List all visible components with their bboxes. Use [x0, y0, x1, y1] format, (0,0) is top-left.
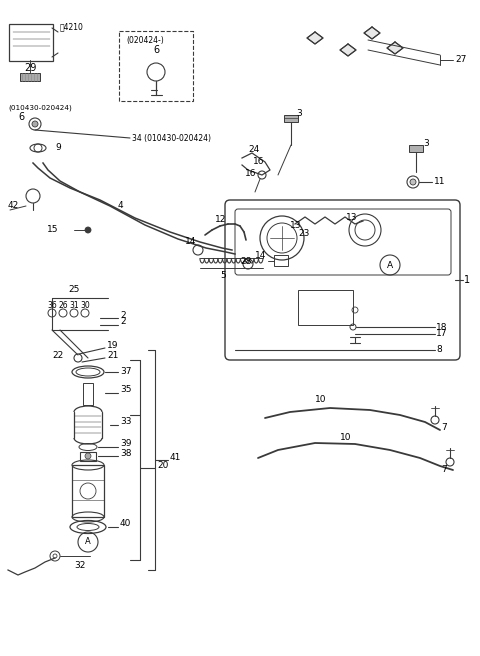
Text: A: A: [85, 537, 91, 546]
Text: 14: 14: [255, 251, 266, 260]
Bar: [274, 255, 288, 266]
Text: 15: 15: [47, 226, 58, 234]
Polygon shape: [307, 32, 323, 44]
Text: 6: 6: [18, 112, 24, 122]
Text: 21: 21: [107, 350, 119, 359]
Text: (020424-): (020424-): [126, 35, 164, 45]
Text: 35: 35: [120, 386, 132, 394]
Bar: [409, 145, 423, 152]
Text: ⌒4210: ⌒4210: [60, 22, 84, 31]
Polygon shape: [387, 42, 403, 54]
Text: 31: 31: [69, 300, 79, 310]
Text: 41: 41: [170, 453, 181, 462]
Text: 18: 18: [436, 323, 447, 331]
Circle shape: [32, 121, 38, 127]
Text: 29: 29: [24, 63, 36, 73]
Text: 14: 14: [185, 237, 196, 247]
Bar: [20, 73, 40, 81]
Text: 7: 7: [441, 424, 447, 432]
Text: 19: 19: [107, 340, 119, 350]
Text: 7: 7: [441, 466, 447, 474]
Text: 3: 3: [296, 108, 302, 117]
Text: 17: 17: [436, 329, 447, 338]
Bar: [80, 452, 96, 461]
Text: 32: 32: [74, 560, 86, 569]
Text: 13: 13: [346, 213, 358, 222]
Text: (010430-020424): (010430-020424): [8, 105, 72, 112]
Text: 6: 6: [153, 45, 159, 55]
Circle shape: [85, 453, 91, 459]
Text: 28: 28: [240, 256, 252, 266]
Text: 25: 25: [68, 285, 80, 295]
Text: 39: 39: [120, 440, 132, 449]
Text: A: A: [387, 260, 393, 270]
Text: 3: 3: [423, 138, 429, 148]
Text: 30: 30: [80, 300, 90, 310]
Bar: [72, 465, 104, 517]
Text: 16: 16: [253, 157, 264, 167]
Text: 1: 1: [464, 275, 470, 285]
Text: 24: 24: [248, 146, 259, 155]
Text: 8: 8: [436, 346, 442, 354]
Text: 2: 2: [120, 318, 126, 327]
Bar: [284, 115, 298, 122]
Bar: [298, 290, 353, 325]
Text: 13: 13: [290, 220, 301, 230]
Text: 26: 26: [58, 300, 68, 310]
Polygon shape: [340, 44, 356, 56]
Text: 12: 12: [215, 216, 227, 224]
Text: 40: 40: [120, 520, 132, 529]
Bar: [83, 383, 93, 405]
Text: 27: 27: [455, 56, 467, 64]
Text: 23: 23: [298, 228, 310, 237]
Circle shape: [410, 179, 416, 185]
Text: 20: 20: [157, 461, 168, 470]
Text: 11: 11: [434, 178, 445, 186]
Text: 42: 42: [8, 201, 19, 211]
Text: 36: 36: [47, 300, 57, 310]
Text: 33: 33: [120, 417, 132, 426]
Text: 37: 37: [120, 367, 132, 377]
Circle shape: [85, 227, 91, 233]
Text: 22: 22: [53, 350, 64, 359]
Text: 34 (010430-020424): 34 (010430-020424): [132, 134, 211, 142]
Text: 4: 4: [118, 201, 124, 209]
Text: 10: 10: [315, 396, 326, 405]
Text: 10: 10: [340, 434, 351, 443]
Text: 38: 38: [120, 449, 132, 457]
Text: 9: 9: [55, 144, 61, 152]
Text: 16: 16: [245, 169, 256, 178]
Text: 2: 2: [120, 310, 126, 319]
Text: 5: 5: [220, 270, 226, 279]
Polygon shape: [364, 27, 380, 39]
